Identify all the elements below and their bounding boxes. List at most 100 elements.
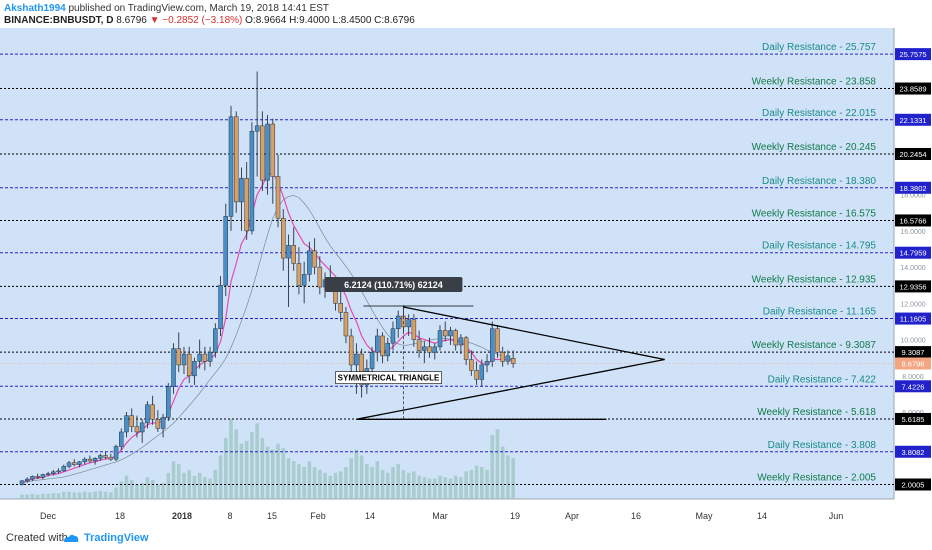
candle-body xyxy=(448,330,453,337)
candle-body xyxy=(77,461,82,465)
candle xyxy=(87,455,93,463)
candle-body xyxy=(213,328,218,353)
candle xyxy=(448,326,453,346)
candle xyxy=(197,339,202,369)
candle xyxy=(312,238,317,275)
candle xyxy=(416,330,422,358)
volume-bar xyxy=(354,449,359,499)
y-tick-label: 8.0000 xyxy=(902,374,924,381)
candle-body xyxy=(479,364,485,380)
volume-bar xyxy=(135,484,139,499)
volume-bar xyxy=(20,494,24,499)
candle-body xyxy=(296,263,302,286)
level-price-tag xyxy=(895,147,931,160)
candle-body xyxy=(134,426,140,433)
level-label: Weekly Resistance - 2.005 xyxy=(757,472,876,483)
volume-bar xyxy=(46,493,50,499)
volume-bar xyxy=(276,443,280,499)
candle-body xyxy=(192,361,197,377)
volume-bar xyxy=(244,440,249,499)
candle-body xyxy=(139,422,145,433)
volume-bar xyxy=(77,492,82,499)
candle-body xyxy=(291,245,296,264)
candle-body xyxy=(369,352,375,369)
volume-bar xyxy=(459,477,463,499)
level-price-tag xyxy=(895,312,931,325)
candle-body xyxy=(239,178,244,203)
volume-bar xyxy=(438,475,442,499)
candle xyxy=(92,457,98,465)
candle-body xyxy=(375,335,380,353)
level-price-label: 7.4226 xyxy=(902,382,925,391)
footer-created-with: Created with xyxy=(6,532,68,544)
candle xyxy=(307,241,312,282)
candle xyxy=(406,314,411,336)
level-label: Weekly Resistance - 16.575 xyxy=(752,208,877,219)
level-price-label: 22.1331 xyxy=(899,116,926,125)
volume-bar xyxy=(312,467,317,499)
candle xyxy=(500,346,505,367)
volume-bar xyxy=(114,487,118,499)
x-tick-label: 2018 xyxy=(172,511,192,521)
candle-body xyxy=(495,328,500,353)
candle xyxy=(213,323,218,358)
author-link[interactable]: Akshath1994 xyxy=(4,3,66,14)
candle-body xyxy=(338,303,343,313)
footer: Created with TradingView xyxy=(0,527,932,550)
candle-body xyxy=(103,455,108,458)
volume-bar xyxy=(474,465,479,499)
measure-label: 6.2124 (110.71%) 62124 xyxy=(344,280,443,290)
candle xyxy=(453,328,458,351)
level-price-label: 14.7959 xyxy=(899,249,926,258)
candle xyxy=(108,453,114,461)
level-price-label: 12.9356 xyxy=(899,282,926,291)
ohlc-open: O:8.9664 xyxy=(245,15,287,26)
level-price-label: 18.3802 xyxy=(899,184,926,193)
symmetrical-triangle[interactable] xyxy=(356,305,665,420)
x-tick-label: 14 xyxy=(365,511,375,521)
volume-bar xyxy=(333,472,338,499)
price-chart[interactable]: 6.00008.000010.000012.000014.000016.0000… xyxy=(0,28,932,527)
level-price-tag xyxy=(895,412,931,425)
candle xyxy=(61,464,67,472)
level-price-label: 9.3087 xyxy=(902,348,925,357)
candle xyxy=(291,227,296,271)
volume-bar xyxy=(302,467,306,499)
volume-bar xyxy=(432,478,437,499)
candle-body xyxy=(416,339,422,351)
volume-bar xyxy=(82,491,87,499)
candle-body xyxy=(385,342,390,357)
footer-brand[interactable]: TradingView xyxy=(84,532,149,544)
candle-body xyxy=(437,330,443,348)
candle xyxy=(249,122,255,235)
candle xyxy=(369,346,375,376)
candle-body xyxy=(249,131,255,232)
volume-bar xyxy=(176,464,181,499)
candle-body xyxy=(129,415,134,427)
candle xyxy=(270,118,276,204)
volume-bar xyxy=(124,475,129,499)
candle-body xyxy=(30,476,35,480)
candle xyxy=(411,314,417,347)
plot-background xyxy=(0,28,894,499)
level-price-label: 2.0005 xyxy=(902,480,925,489)
volume-bar xyxy=(490,435,495,499)
candle-body xyxy=(463,337,469,360)
candle-body xyxy=(307,250,312,275)
volume-bar xyxy=(427,478,432,499)
volume-bar xyxy=(223,437,228,499)
volume-bar xyxy=(480,467,484,499)
level-label: Daily Resistance - 3.808 xyxy=(768,440,877,451)
candle-body xyxy=(442,330,448,337)
candle xyxy=(385,337,390,362)
level-label: Daily Resistance - 18.380 xyxy=(762,176,876,187)
tradingview-logo-icon[interactable] xyxy=(62,533,80,544)
candle xyxy=(150,395,155,425)
volume-bar xyxy=(140,483,144,499)
volume-bar xyxy=(500,446,505,499)
level-label: Weekly Resistance - 23.858 xyxy=(752,77,877,88)
candle xyxy=(66,460,72,469)
candle xyxy=(458,334,464,355)
candle xyxy=(192,357,197,385)
volume-bar xyxy=(271,449,275,499)
